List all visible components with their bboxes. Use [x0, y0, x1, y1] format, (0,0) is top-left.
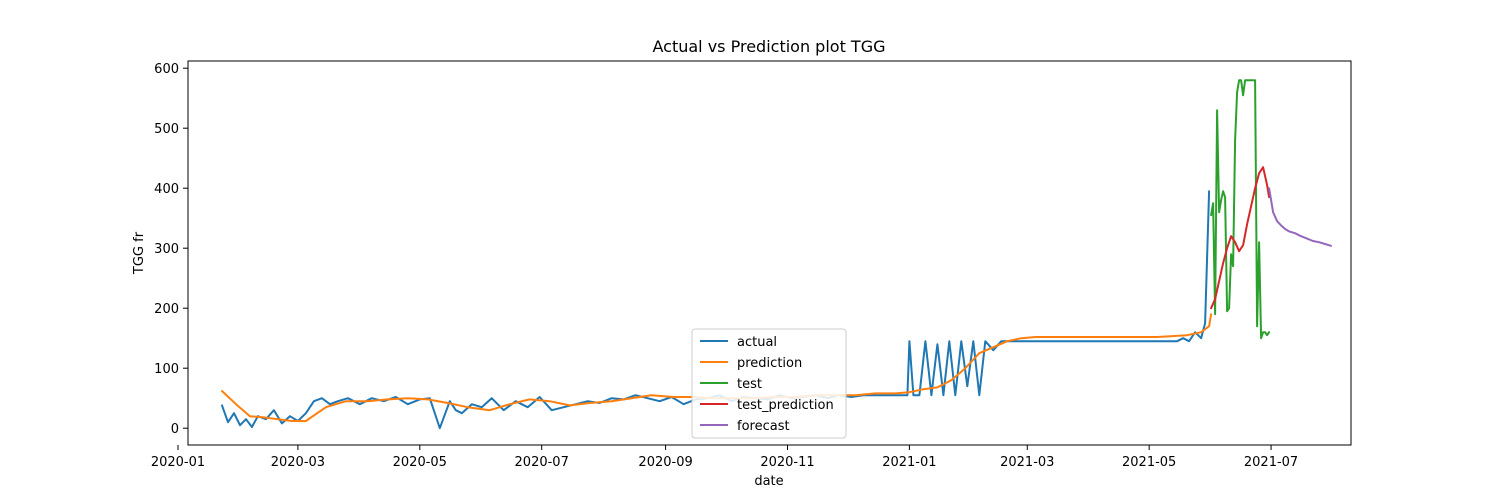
- x-tick-label: 2020-01: [151, 455, 205, 470]
- legend-label-prediction: prediction: [737, 356, 802, 371]
- x-tick-label: 2021-07: [1244, 455, 1298, 470]
- x-tick-label: 2020-11: [760, 455, 814, 470]
- x-tick-label: 2020-09: [638, 455, 692, 470]
- y-tick-label: 200: [154, 302, 179, 317]
- x-axis: 2020-01 2020-03 2020-05 2020-07 2020-09 2020-…: [151, 445, 1298, 470]
- x-tick-label: 2020-05: [393, 455, 447, 470]
- series-line-actual: [221, 190, 1211, 430]
- x-tick-label: 2020-03: [271, 455, 325, 470]
- x-tick-label: 2020-07: [515, 455, 569, 470]
- y-tick-label: 600: [154, 62, 179, 77]
- y-axis: 0 100 200 300 400 500 600: [154, 62, 188, 437]
- plot-lines: [221, 79, 1332, 430]
- x-tick-label: 2021-03: [1000, 455, 1054, 470]
- legend-label-test: test: [737, 377, 762, 392]
- legend: actual prediction test test_predictionforec…: [691, 328, 847, 439]
- y-tick-label: 500: [154, 122, 179, 137]
- y-tick-label: 300: [154, 242, 179, 257]
- series-line-test-prediction: [1210, 166, 1271, 310]
- legend-label-actual: actual: [737, 335, 777, 350]
- legend-label-test-prediction: test_prediction: [737, 398, 834, 413]
- x-axis-title: date: [754, 474, 783, 489]
- y-tick-label: 100: [154, 362, 179, 377]
- y-tick-label: 0: [171, 422, 179, 437]
- series-line-test: [1210, 79, 1271, 340]
- chart-title: Actual vs Prediction plot TGG: [653, 37, 886, 56]
- legend-label-forecast: forecast: [737, 419, 790, 434]
- y-axis-title: TGG fr: [132, 231, 147, 275]
- x-tick-label: 2021-05: [1122, 455, 1176, 470]
- series-line-forecast: [1268, 187, 1332, 247]
- plot-frame: [187, 60, 1352, 446]
- legend-box: [691, 328, 847, 439]
- x-tick-label: 2021-01: [882, 455, 936, 470]
- y-tick-label: 400: [154, 182, 179, 197]
